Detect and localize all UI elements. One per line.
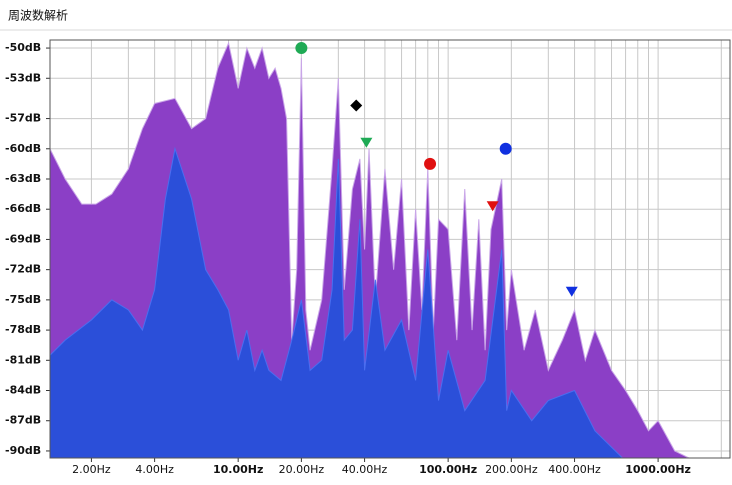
y-tick-label: -60dB <box>5 142 41 155</box>
x-tick-label: 2.00Hz <box>72 463 111 476</box>
x-tick-label: 10.00Hz <box>213 463 263 476</box>
x-tick-label: 100.00Hz <box>419 463 477 476</box>
y-tick-label: -63dB <box>5 172 41 185</box>
marker <box>424 157 437 170</box>
marker <box>565 286 578 297</box>
y-tick-label: -66dB <box>5 202 41 215</box>
x-tick-label: 4.00Hz <box>135 463 174 476</box>
marker <box>350 99 363 112</box>
plot-frame <box>49 39 731 459</box>
marker <box>486 201 499 212</box>
x-tick-label: 20.00Hz <box>279 463 325 476</box>
marker <box>499 142 512 155</box>
y-tick-label: -57dB <box>5 112 41 125</box>
x-tick-label: 1000.00Hz <box>625 463 691 476</box>
y-tick-label: -72dB <box>5 263 41 276</box>
marker <box>295 42 308 55</box>
y-tick-label: -75dB <box>5 293 41 306</box>
y-tick-label: -84dB <box>5 384 41 397</box>
x-tick-label: 40.00Hz <box>342 463 388 476</box>
chart-title: 周波数解析 <box>8 8 68 23</box>
plot <box>50 41 691 458</box>
y-tick-label: -87dB <box>5 414 41 427</box>
spectrum-area <box>50 146 624 458</box>
y-tick-label: -69dB <box>5 232 41 245</box>
y-tick-label: -53dB <box>5 71 41 84</box>
y-tick-label: -81dB <box>5 353 41 366</box>
y-tick-label: -78dB <box>5 323 41 336</box>
marker <box>360 137 373 148</box>
x-tick-label: 200.00Hz <box>485 463 538 476</box>
x-tick-label: 400.00Hz <box>548 463 601 476</box>
y-tick-label: -50dB <box>5 41 41 54</box>
title-bar <box>0 0 732 30</box>
axes: -50dB -53dB -57dB -60dB -63dB -66dB -69dB -72dB… <box>5 39 731 476</box>
y-tick-label: -90dB <box>5 444 41 457</box>
